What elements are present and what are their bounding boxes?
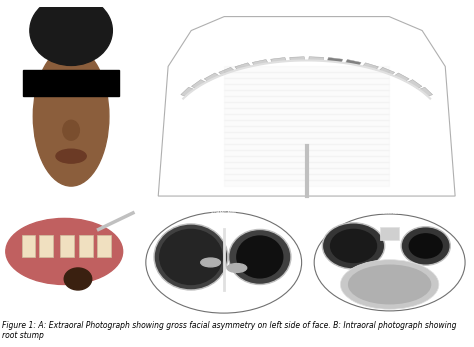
Bar	[224, 120, 389, 126]
Bar	[60, 235, 74, 257]
Polygon shape	[408, 80, 422, 89]
Bar	[224, 90, 389, 96]
Ellipse shape	[348, 265, 430, 304]
Ellipse shape	[322, 223, 385, 269]
Ellipse shape	[33, 46, 109, 186]
Bar	[224, 84, 389, 90]
Bar	[224, 78, 389, 84]
Ellipse shape	[330, 229, 376, 262]
Bar	[224, 114, 389, 120]
Polygon shape	[309, 57, 324, 61]
Text: C: C	[148, 15, 156, 25]
Bar	[380, 227, 400, 240]
Bar	[224, 174, 389, 180]
Bar	[224, 66, 389, 73]
Text: D: D	[145, 212, 154, 222]
Polygon shape	[271, 58, 286, 63]
Text: Figure 1: A: Extraoral Photograph showing gross facial asymmetry on left side of: Figure 1: A: Extraoral Photograph showin…	[2, 321, 457, 340]
Ellipse shape	[227, 264, 246, 272]
Ellipse shape	[56, 149, 86, 163]
Polygon shape	[394, 73, 409, 82]
Text: B: B	[8, 213, 16, 223]
Polygon shape	[379, 67, 395, 75]
Bar	[224, 156, 389, 162]
Bar	[224, 108, 389, 114]
Bar	[224, 73, 389, 78]
Ellipse shape	[201, 258, 220, 267]
Polygon shape	[181, 87, 193, 96]
Ellipse shape	[401, 227, 450, 265]
Bar	[97, 235, 111, 257]
Ellipse shape	[160, 229, 222, 285]
Ellipse shape	[228, 229, 291, 285]
Bar	[39, 235, 53, 257]
Polygon shape	[363, 63, 378, 70]
Ellipse shape	[63, 120, 79, 140]
Bar	[224, 144, 389, 150]
Bar	[23, 70, 119, 96]
Text: SOAMC ANB: SOAMC ANB	[211, 211, 236, 215]
Polygon shape	[290, 57, 305, 61]
Polygon shape	[219, 67, 234, 75]
Polygon shape	[346, 59, 361, 66]
Bar	[224, 180, 389, 186]
Bar	[224, 138, 389, 144]
Ellipse shape	[154, 224, 228, 290]
Polygon shape	[327, 58, 343, 63]
Bar	[224, 162, 389, 168]
Bar	[79, 235, 93, 257]
Bar	[224, 150, 389, 156]
Bar	[224, 96, 389, 102]
Polygon shape	[191, 80, 205, 89]
Polygon shape	[252, 59, 268, 66]
Ellipse shape	[64, 268, 91, 290]
Ellipse shape	[30, 0, 112, 66]
Polygon shape	[204, 73, 219, 82]
Bar	[224, 102, 389, 108]
Text: A: A	[8, 17, 17, 27]
Ellipse shape	[237, 236, 283, 278]
Bar	[224, 132, 389, 138]
Polygon shape	[235, 63, 250, 70]
Text: E: E	[311, 212, 319, 222]
Ellipse shape	[340, 260, 439, 309]
Text: SOAMC ANB: SOAMC ANB	[377, 211, 402, 215]
Ellipse shape	[410, 234, 442, 258]
Polygon shape	[420, 87, 433, 96]
Bar	[224, 168, 389, 174]
Bar	[22, 235, 36, 257]
Bar	[224, 126, 389, 132]
Ellipse shape	[6, 218, 123, 285]
